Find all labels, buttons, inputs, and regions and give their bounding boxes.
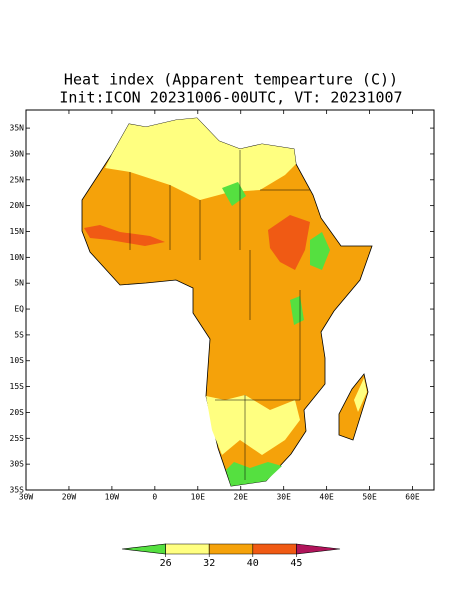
colorbar-segment — [252, 543, 297, 555]
subtitle: Init:ICON 20231006-00UTC, VT: 20231007 — [59, 89, 402, 107]
region-green — [310, 232, 330, 270]
lat-tick-label: 30N — [10, 149, 25, 158]
lon-tick-label: 50E — [362, 493, 377, 502]
region-green — [226, 462, 282, 486]
colorbar-label: 26 — [160, 558, 172, 569]
lon-tick-label: 20E — [234, 493, 249, 502]
lat-tick-label: 10S — [10, 356, 25, 365]
region-green — [290, 296, 304, 325]
map-frame — [25, 109, 435, 491]
lon-tick-label: 30W — [19, 493, 34, 502]
continent — [81, 117, 373, 487]
lat-tick-label: EQ — [14, 305, 24, 314]
lon-tick-label: 20W — [62, 493, 77, 502]
lat-tick-label: 25N — [10, 175, 25, 184]
lon-tick-label: 10W — [105, 493, 120, 502]
region-yellow — [206, 395, 300, 455]
lat-tick-label: 20S — [10, 408, 25, 417]
lat-tick-label: 30S — [10, 460, 25, 469]
colorbar-segment — [121, 543, 166, 555]
region-red — [84, 225, 165, 246]
lon-tick-label: 30E — [276, 493, 291, 502]
lat-tick-label: 20N — [10, 201, 25, 210]
title: Heat index (Apparent tempearture (C)) — [64, 71, 398, 89]
lon-tick-label: 0 — [152, 493, 157, 502]
lat-tick-label: 35S — [10, 486, 25, 495]
colorbar-segment — [165, 543, 210, 555]
lat-tick-label: 5S — [14, 330, 24, 339]
lon-tick-label: 10E — [191, 493, 206, 502]
region-yellow — [105, 118, 296, 200]
region-yellow — [354, 378, 367, 412]
colorbar-label: 32 — [203, 558, 215, 569]
colorbar-label: 40 — [247, 558, 259, 569]
lon-tick-label: 40E — [319, 493, 334, 502]
lat-tick-label: 25S — [10, 434, 25, 443]
map-area — [25, 109, 435, 491]
lat-tick-label: 10N — [10, 253, 25, 262]
colorbar-label: 45 — [290, 558, 302, 569]
colorbar-segment — [208, 543, 254, 555]
colorbar-segment — [296, 543, 341, 555]
lon-tick-label: 60E — [405, 493, 420, 502]
lat-tick-label: 35N — [10, 124, 25, 133]
region-red — [268, 215, 310, 270]
lat-tick-label: 5N — [14, 279, 24, 288]
borders — [129, 150, 310, 480]
lat-tick-label: 15S — [10, 382, 25, 391]
lat-tick-label: 15N — [10, 227, 25, 236]
